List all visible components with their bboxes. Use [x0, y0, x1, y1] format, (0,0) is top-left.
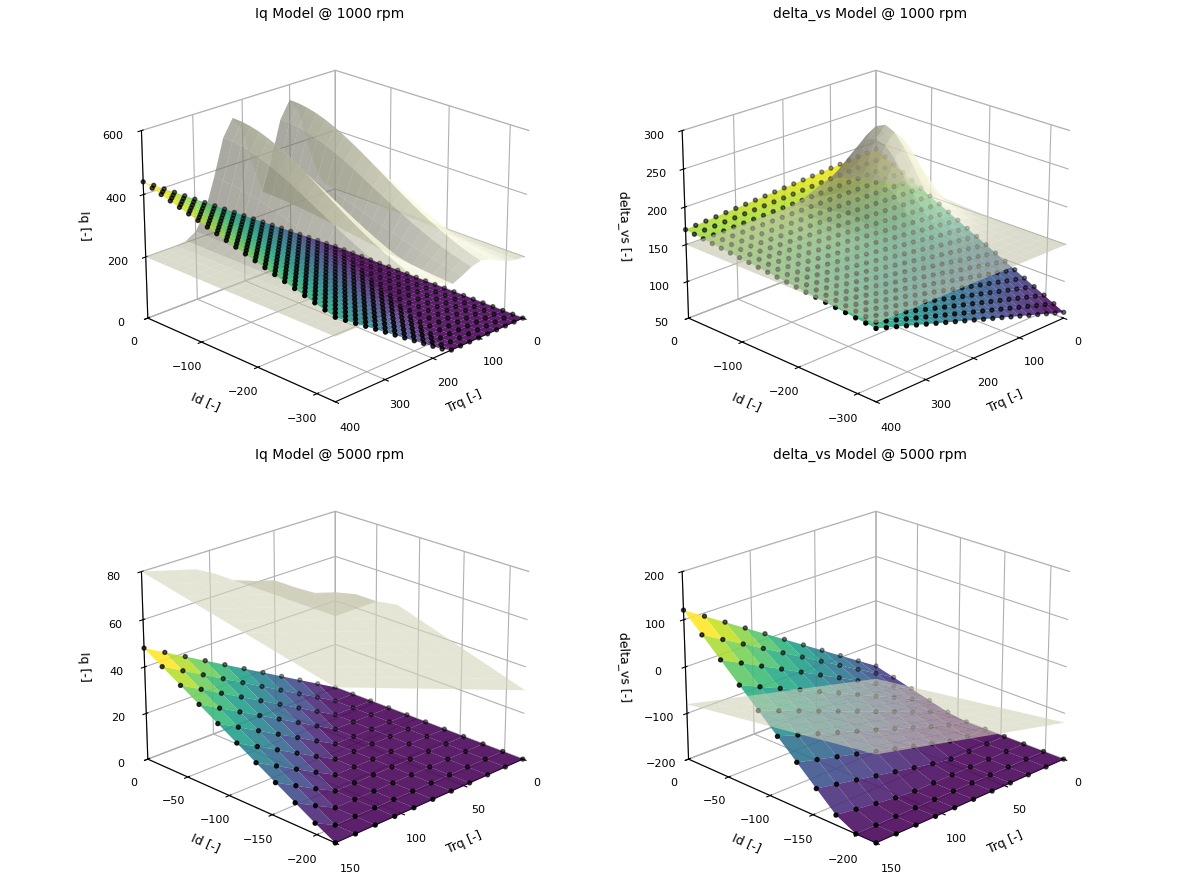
X-axis label: Trq [-]: Trq [-]	[445, 388, 485, 415]
Title: delta_vs Model @ 1000 rpm: delta_vs Model @ 1000 rpm	[773, 7, 967, 21]
Title: Iq Model @ 5000 rpm: Iq Model @ 5000 rpm	[256, 448, 404, 462]
X-axis label: Trq [-]: Trq [-]	[986, 388, 1025, 415]
X-axis label: Trq [-]: Trq [-]	[986, 829, 1025, 856]
Title: delta_vs Model @ 5000 rpm: delta_vs Model @ 5000 rpm	[773, 448, 967, 462]
Y-axis label: Id [-]: Id [-]	[731, 389, 763, 413]
Title: Iq Model @ 1000 rpm: Iq Model @ 1000 rpm	[256, 7, 404, 21]
Y-axis label: Id [-]: Id [-]	[731, 830, 763, 855]
Y-axis label: Id [-]: Id [-]	[190, 389, 222, 413]
Y-axis label: Id [-]: Id [-]	[190, 830, 222, 855]
X-axis label: Trq [-]: Trq [-]	[445, 829, 485, 856]
